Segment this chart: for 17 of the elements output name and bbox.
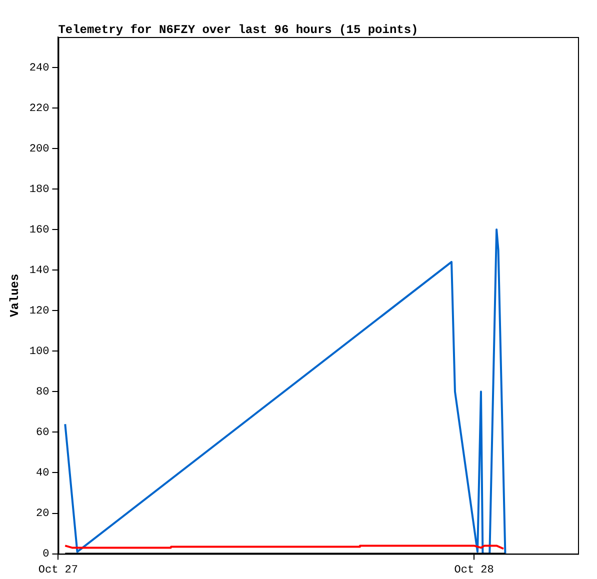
y-tick-label: 20	[36, 508, 50, 520]
y-tick-label: 100	[29, 346, 50, 358]
y-tick-label: 160	[29, 224, 50, 236]
y-tick-label: 200	[29, 143, 50, 156]
y-tick-label: 140	[29, 264, 50, 277]
y-axis-title: Values	[8, 274, 22, 318]
y-tick-label: 80	[36, 386, 50, 399]
y-tick-label: 180	[29, 184, 50, 196]
x-tick-label: Oct 28	[454, 564, 494, 576]
y-tick-label: 240	[29, 62, 50, 74]
y-tick-label: 40	[36, 468, 50, 480]
y-tick-label: 60	[36, 427, 50, 440]
chart-title: Telemetry for N6FZY over last 96 hours (15 points)	[58, 23, 418, 37]
y-tick-label: 220	[29, 102, 50, 115]
x-tick-label: Oct 27	[38, 564, 78, 576]
y-tick-label: 0	[42, 548, 50, 561]
y-tick-label: 120	[29, 306, 50, 318]
